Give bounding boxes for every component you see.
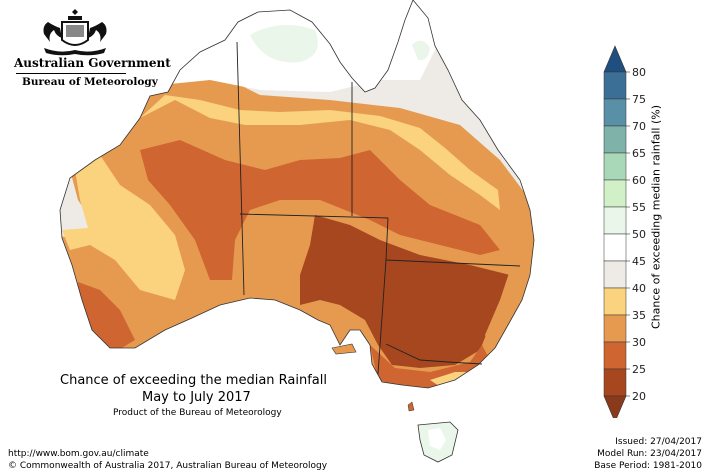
legend-tick-label: 70 [632,120,646,133]
legend-band-c30_35 [603,314,627,343]
footer-copyright: © Commonwealth of Australia 2017, Austra… [8,461,328,471]
legend-tick-label: 35 [632,309,646,322]
legend-tick-label: 45 [632,255,646,268]
legend-band-c25_30 [603,341,627,370]
legend-tick-label: 65 [632,147,646,160]
legend-band-c75_80 [603,71,627,100]
legend-tick-label: 20 [632,390,646,403]
zone-25-30-central [140,140,500,280]
map-subtitle: Product of the Bureau of Meteorology [113,408,282,418]
legend-arrow-top [603,45,627,73]
border-sa-east [377,259,387,375]
zone-30-35-eastcoast [485,240,530,350]
legend-title: Chance of exceeding median rainfall (%) [649,104,663,330]
legend-band-c40_45 [603,260,627,289]
legend-tick-label: 40 [632,282,646,295]
legend-tick-label: 30 [632,336,646,349]
zone-35-40-west [62,155,185,300]
kangaroo-island [331,343,357,355]
border-nsw-vic [385,343,483,365]
legend-colorbar: 80 75 70 65 60 55 50 45 40 35 30 25 20 [603,45,646,418]
island-bass-strait [407,401,415,412]
legend-title-wrap: Chance of exceeding median rainfall (%) [646,62,666,372]
legend-band-c60_65 [603,152,627,181]
footer-url: http://www.bom.gov.au/climate [8,449,149,459]
legend-tick-label: 50 [632,228,646,241]
legend-band-c50_55 [603,206,627,235]
tasmania-inner [428,428,446,450]
legend-band-c20_25 [603,368,627,397]
border-nt-sa [239,213,389,219]
coastline [59,0,535,389]
zone-20-25-inland [452,292,460,318]
rainfall-outlook-map [59,0,535,463]
zone-50-55-capeyork [412,40,430,61]
border-qld-nsw [385,259,521,267]
legend-tick-label: 75 [632,93,646,106]
zone-50-55-topend [250,25,318,63]
legend-band-c65_70 [603,125,627,154]
government-name: Australian Government [14,56,171,70]
legend-band-c45_50 [603,233,627,262]
model-run-date: Model Run: 23/04/2017 [597,449,702,459]
legend-ticks: 80 75 70 65 60 55 50 45 40 35 30 25 20 [626,66,646,403]
legend-tick-label: 25 [632,363,646,376]
legend-band-c70_75 [603,98,627,127]
border-wa [236,41,245,296]
zone-20-25-southeast [300,215,510,368]
base-period: Base Period: 1981-2010 [594,461,702,471]
divider [16,73,126,74]
legend-band-c55_60 [603,179,627,208]
border-sa-qld [385,217,389,261]
agency-name: Bureau of Meteorology [22,76,158,88]
legend-arrow-bottom [603,395,627,418]
state-borders [236,41,521,375]
map-period: May to July 2017 [142,390,251,405]
coat-of-arms-logo [43,9,107,56]
legend-band-c35_40 [603,287,627,316]
zone-35-40-north [140,95,500,210]
legend-tick-label: 80 [632,66,646,79]
legend-tick-label: 55 [632,201,646,214]
map-title: Chance of exceeding the median Rainfall [60,373,327,388]
issued-date: Issued: 27/04/2017 [615,437,702,447]
legend-bands [603,45,627,418]
legend-tick-label: 60 [632,174,646,187]
